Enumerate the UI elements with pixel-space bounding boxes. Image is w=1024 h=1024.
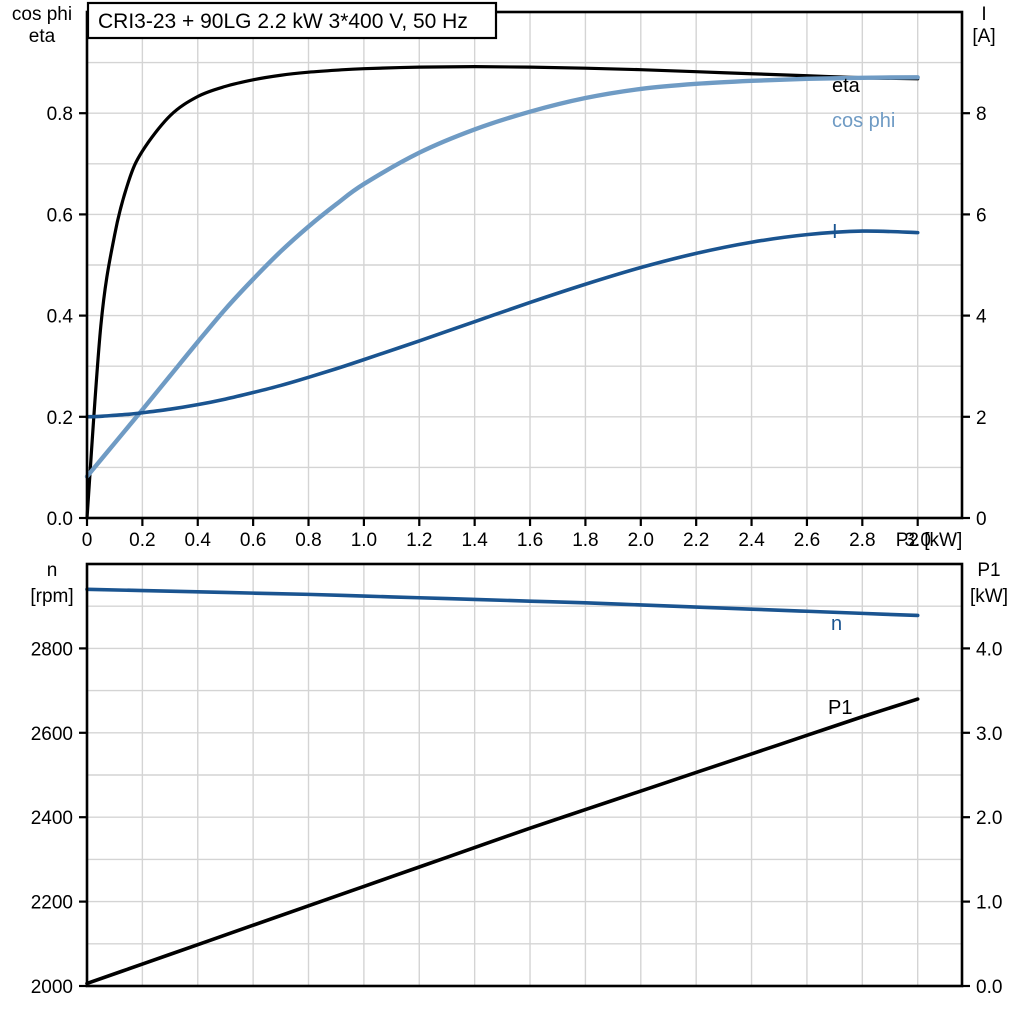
top-chart-frame <box>85 10 964 520</box>
tick-label-bottom: 0 <box>82 530 93 551</box>
left-axis-title-speed: n <box>47 560 58 581</box>
tick-label-left: 0.4 <box>47 307 74 328</box>
tick-label-bottom: 1.6 <box>517 530 543 551</box>
tick-label-left: 2400 <box>31 808 73 829</box>
tick-label-right: 4.0 <box>976 639 1002 660</box>
tick-label-right: 2.0 <box>976 808 1002 829</box>
tick-label-right: 2 <box>976 408 987 429</box>
curve-cos-phi <box>84 75 920 479</box>
left-axis-title-cos-phi: cos phi <box>12 4 72 25</box>
tick-label-left: 0.8 <box>47 104 73 125</box>
tick-label-bottom: 1.0 <box>351 530 377 551</box>
tick-label-left: 0.6 <box>47 205 73 226</box>
tick-label-right: 6 <box>976 205 987 226</box>
right-axis-title-p1-unit: [kW] <box>970 586 1008 607</box>
bottom-chart-curve-labels: n P1 <box>828 613 852 719</box>
tick-label-left: 2200 <box>31 893 73 914</box>
tick-label-left: 2600 <box>31 724 73 745</box>
top-chart-axis-labels: 0.0 0.2 0.4 0.6 0.8 0 2 4 6 8 0 0.2 0.4 0.6 0.8 1.0 1.2 1… <box>47 104 987 551</box>
bottom-chart-axis-labels: 2000 2200 2400 2600 2800 0.0 1.0 2.0 3.0 4.0 <box>31 639 1003 998</box>
tick-label-bottom: 3.0 <box>904 530 930 551</box>
right-axis-title-current: I <box>981 4 986 25</box>
tick-label-bottom: 0.8 <box>295 530 321 551</box>
plot-border <box>85 10 964 520</box>
curve-eta <box>85 65 920 520</box>
tick-label-left: 0.0 <box>47 509 73 530</box>
tick-label-right: 3.0 <box>976 724 1002 745</box>
curve-n <box>85 587 920 618</box>
tick-label-left: 2000 <box>31 977 73 998</box>
tick-label-left: 2800 <box>31 639 73 660</box>
right-axis-title-current-unit: [A] <box>972 26 995 47</box>
tick-label-bottom: 2.4 <box>738 530 765 551</box>
bottom-chart-speed-power: 2000 2200 2400 2600 2800 0.0 1.0 2.0 3.0 4.0 n [rpm… <box>30 560 1008 998</box>
tick-label-right: 8 <box>976 104 987 125</box>
top-chart-curves <box>84 65 920 520</box>
tick-label-bottom: 0.4 <box>185 530 212 551</box>
curve-label-current: I <box>832 221 838 243</box>
title-box-border <box>86 1 498 40</box>
plot-border <box>85 562 964 988</box>
x-axis-title-p2: P2 [kW] <box>896 530 963 551</box>
tick-label-right: 1.0 <box>976 893 1002 914</box>
top-chart-gridlines <box>86 12 962 518</box>
chart-title-text: CRI3-23 + 90LG 2.2 kW 3*400 V, 50 Hz <box>98 10 468 33</box>
top-chart-performance: 0.0 0.2 0.4 0.6 0.8 0 2 4 6 8 0 0.2 0.4 0.6 0.8 1.0 1.2 1… <box>12 1 996 551</box>
curve-I <box>85 229 920 419</box>
tick-label-bottom: 2.2 <box>683 530 709 551</box>
top-chart-curve-labels: eta cos phi I <box>832 75 895 243</box>
curve-label-speed: n <box>831 613 842 635</box>
tick-label-bottom: 2.6 <box>794 530 820 551</box>
tick-label-right: 0 <box>976 509 987 530</box>
curve-label-p1: P1 <box>828 697 852 719</box>
tick-label-bottom: 0.6 <box>240 530 266 551</box>
tick-label-bottom: 2.8 <box>849 530 875 551</box>
curve-P1 <box>85 697 920 986</box>
curve-label-cos-phi: cos phi <box>832 110 895 132</box>
left-axis-title-eta: eta <box>29 26 56 47</box>
left-axis-title-speed-unit: [rpm] <box>30 586 73 607</box>
right-axis-title-p1: P1 <box>977 560 1000 581</box>
tick-label-bottom: 1.8 <box>572 530 598 551</box>
tick-label-bottom: 2.0 <box>628 530 654 551</box>
tick-label-bottom: 0.2 <box>129 530 155 551</box>
chart-title-box: CRI3-23 + 90LG 2.2 kW 3*400 V, 50 Hz <box>86 1 498 40</box>
bottom-chart-frame <box>85 562 964 988</box>
tick-label-right: 0.0 <box>976 977 1002 998</box>
bottom-chart-axis-titles: n [rpm] P1 [kW] <box>30 560 1008 607</box>
tick-label-right: 4 <box>976 307 987 328</box>
tick-label-bottom: 1.4 <box>461 530 488 551</box>
tick-label-left: 0.2 <box>47 408 73 429</box>
bottom-chart-curves <box>85 587 920 986</box>
tick-label-bottom: 1.2 <box>406 530 432 551</box>
curve-label-eta: eta <box>832 75 861 97</box>
